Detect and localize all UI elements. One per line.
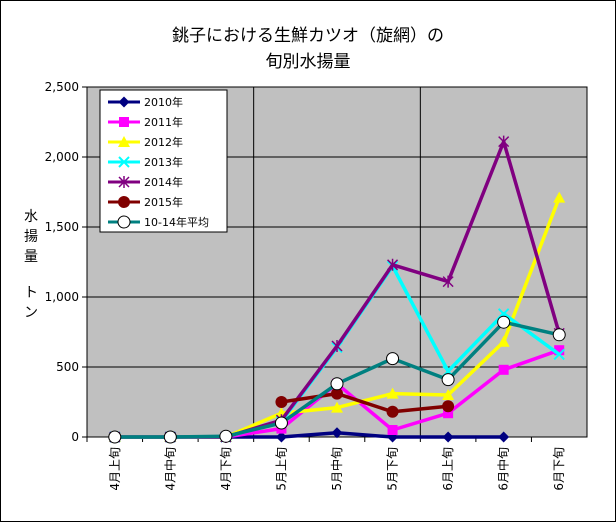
legend-marker	[119, 117, 129, 127]
data-point	[331, 427, 343, 439]
data-point	[386, 405, 399, 418]
series-line	[281, 391, 449, 414]
data-point	[442, 389, 455, 400]
y-tick-label: 1,000	[45, 290, 79, 304]
y-axis-ticks: 0 500 1,000 1,500 2,000 2,500	[45, 80, 87, 444]
data-point	[331, 340, 343, 352]
data-point	[442, 400, 455, 413]
y-axis-label-char: 揚	[24, 228, 38, 245]
x-tick-label: 5月上旬	[274, 447, 288, 491]
y-axis-label-char: ン	[24, 305, 38, 321]
y-tick-label: 2,000	[45, 150, 79, 164]
legend-marker	[117, 215, 131, 229]
chart-title-line-2: 旬別水揚量	[266, 52, 351, 72]
x-tick-label: 4月中旬	[162, 447, 177, 491]
data-point	[274, 416, 288, 430]
data-point	[498, 135, 510, 148]
legend-label: 10-14年平均	[144, 215, 209, 229]
x-tick-label: 6月上旬	[441, 447, 455, 491]
y-axis-label-char: ト	[24, 285, 38, 301]
legend-label: 2012年	[144, 135, 183, 149]
legend-marker	[118, 196, 130, 208]
data-point	[275, 431, 287, 443]
data-point	[554, 345, 565, 356]
legend-entry: 2011年	[108, 115, 183, 129]
x-tick-label: 4月下旬	[219, 447, 233, 491]
data-point	[108, 430, 122, 444]
data-point	[219, 429, 233, 443]
data-point	[386, 352, 400, 366]
legend-entry: 10-14年平均	[108, 215, 209, 229]
data-point	[497, 315, 511, 329]
y-axis-label-char: 量	[24, 249, 38, 265]
legend-marker	[118, 96, 130, 108]
legend-entry: 2013年	[108, 155, 183, 169]
data-point	[498, 431, 510, 443]
legend-label: 2010年	[144, 95, 183, 109]
data-point	[386, 387, 399, 399]
data-point	[498, 364, 509, 375]
data-point	[443, 408, 454, 419]
series-6	[275, 387, 455, 418]
x-axis-ticks: 4月上旬 4月中旬 4月下旬 5月上旬 5月中旬 5月下旬 6月上旬 6月中旬 6月下旬	[86, 437, 566, 491]
data-point	[331, 387, 343, 400]
legend-marker	[118, 136, 130, 147]
y-tick-label: 2,500	[45, 80, 79, 94]
legend: 2010年 2011年 2012年 2013年 2014年 2015年 10-14年平均	[99, 89, 228, 233]
legend-marker	[118, 176, 130, 188]
legend-label: 2015年	[144, 195, 183, 209]
y-axis-label-char: 水	[24, 209, 38, 225]
data-point	[331, 401, 343, 413]
data-point	[442, 431, 454, 443]
data-point	[330, 377, 344, 391]
series-7	[108, 315, 566, 444]
x-tick-label: 4月上旬	[108, 447, 122, 491]
legend-label: 2014年	[144, 175, 183, 189]
data-point	[553, 348, 565, 361]
data-point	[442, 275, 454, 288]
data-point	[552, 328, 566, 342]
legend-label: 2013年	[144, 155, 183, 169]
data-point	[387, 425, 398, 435]
y-tick-label: 1,500	[45, 220, 79, 234]
legend-marker	[118, 156, 130, 168]
chart-title-line-1: 銚子における生鮮カツオ（旋網）の	[172, 26, 444, 46]
legend-entry: 2014年	[108, 175, 183, 189]
data-point	[163, 430, 177, 444]
legend-entry: 2010年	[108, 95, 183, 109]
series-layer	[108, 135, 566, 444]
data-point	[441, 373, 455, 387]
data-point	[497, 335, 510, 347]
x-tick-label: 5月中旬	[329, 447, 344, 491]
legend-entry: 2015年	[108, 195, 183, 209]
data-point	[275, 396, 288, 408]
y-tick-label: 0	[71, 430, 79, 444]
y-tick-label: 500	[56, 360, 79, 374]
legend-label: 2011年	[144, 115, 183, 129]
x-tick-label: 5月下旬	[386, 447, 400, 491]
x-tick-label: 6月中旬	[496, 447, 511, 491]
data-point	[387, 258, 399, 271]
legend-entry: 2012年	[108, 135, 183, 149]
data-point	[553, 191, 566, 203]
x-tick-label: 6月下旬	[552, 447, 566, 491]
